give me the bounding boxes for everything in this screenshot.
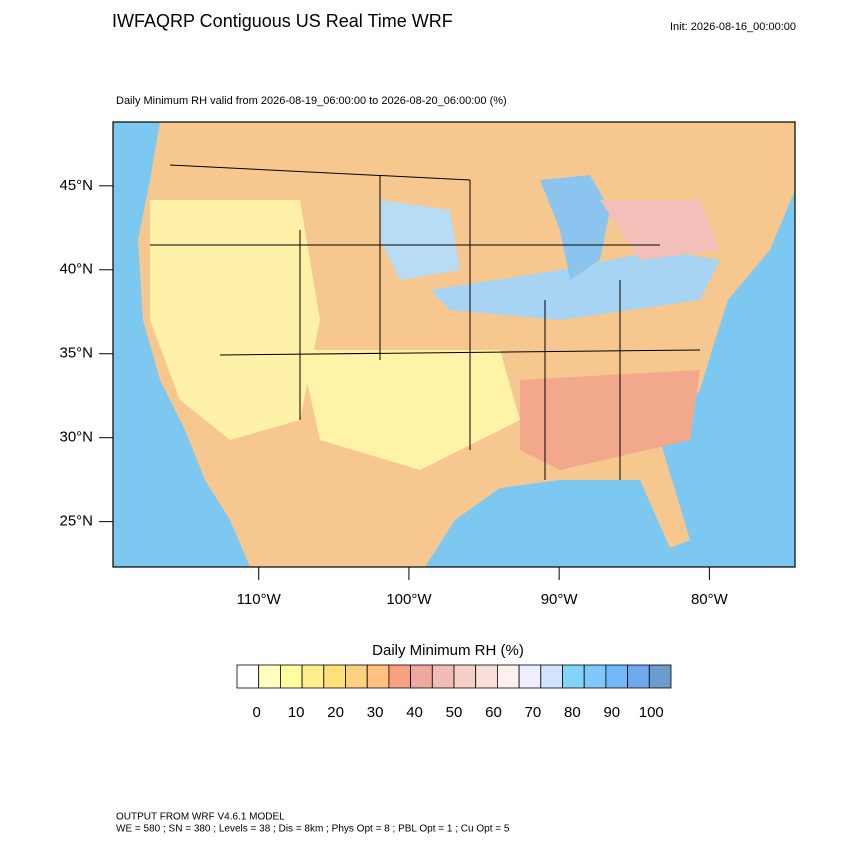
lon-tick-label: 110°W [237,591,282,608]
colorbar-box [648,664,672,689]
colorbar-box [583,664,607,689]
moist-north-plains [380,200,460,280]
dry-plains [300,350,520,470]
footer-line: WE = 580 ; SN = 380 ; Levels = 38 ; Dis … [116,824,510,835]
colorbar-tick-label: 20 [327,704,344,721]
colorbar-box [366,664,390,689]
colorbar-tick-label: 60 [485,704,502,721]
colorbar-box [388,664,411,689]
map [112,121,796,568]
title: IWFAQRP Contiguous US Real Time WRF [112,11,453,31]
subtitle: Daily Minimum RH valid from 2026-08-19_0… [116,95,507,107]
colorbar-tick-label: 80 [564,704,581,721]
colorbar-box [605,664,629,689]
colorbar-box [562,664,585,689]
colorbar-box [301,664,325,689]
colorbar-tick-label: 70 [525,704,542,721]
colorbar-box [345,664,368,689]
colorbar-box [453,664,477,689]
init-time: Init: 2026-08-16_00:00:00 [670,21,796,33]
colorbar-box [431,664,455,689]
colorbar-box [279,664,303,689]
colorbar-box [627,664,650,689]
colorbar-tick-label: 40 [406,704,423,721]
colorbar: 0 10 20 30 40 50 60 70 80 90 100 [236,664,672,721]
footer-line: OUTPUT FROM WRF V4.6.1 MODEL [116,812,285,823]
colorbar-tick-label: 50 [446,704,463,721]
southeast [520,370,700,470]
colorbar-box [410,664,433,689]
great-lakes [540,175,610,280]
lon-tick-label: 80°W [691,591,729,608]
colorbar-box [496,664,520,689]
map-frame [112,121,796,568]
colorbar-box [236,664,260,689]
lat-tick-label: 25°N [59,513,93,530]
moist-midwest [430,250,720,320]
colorbar-box [323,664,346,689]
colorbar-box [540,664,563,689]
lon-tick-label: 90°W [541,591,579,608]
colorbar-title: Daily Minimum RH (%) [372,642,524,659]
colorbar-tick-label: 10 [288,704,305,721]
lat-tick-label: 35°N [59,345,93,362]
colorbar-box [518,664,542,689]
border [169,164,471,181]
colorbar-box [475,664,498,689]
colorbar-box [258,664,281,689]
borders [150,164,701,480]
lat-tick-label: 30°N [59,429,93,446]
colorbar-tick-label: 90 [603,704,620,721]
colorbar-tick-label: 100 [639,704,664,721]
colorbar-tick-label: 30 [367,704,384,721]
dry-west [150,200,320,440]
colorbar-tick-label: 0 [253,704,261,721]
lon-tick-label: 100°W [386,591,432,608]
lat-tick-label: 40°N [59,261,93,278]
lat-tick-label: 45°N [59,177,93,194]
